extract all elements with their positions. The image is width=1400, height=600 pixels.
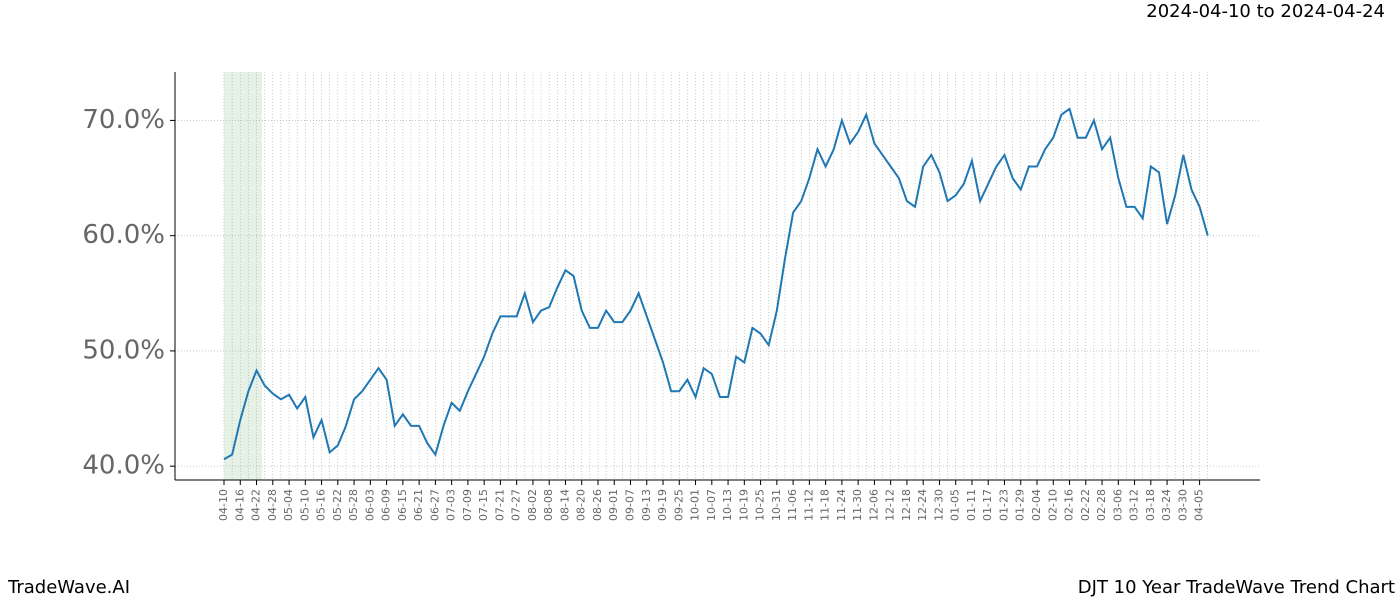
x-tick-label: 12-30 xyxy=(932,489,945,521)
x-tick-label: 01-17 xyxy=(981,489,994,521)
data-line xyxy=(223,107,1209,461)
x-tick-label: 07-09 xyxy=(461,489,474,521)
x-tick-label: 02-10 xyxy=(1046,489,1059,521)
x-tick-label: 03-12 xyxy=(1128,489,1141,521)
x-tick-label: 12-18 xyxy=(900,489,913,521)
x-tick-label: 04-22 xyxy=(250,489,263,521)
x-tick-label: 10-01 xyxy=(689,489,702,521)
x-tick-label: 10-07 xyxy=(705,489,718,521)
x-tick-label: 05-16 xyxy=(315,489,328,521)
x-tick-label: 10-13 xyxy=(721,489,734,521)
x-tick-label: 09-25 xyxy=(672,489,685,521)
x-tick-label: 02-16 xyxy=(1063,489,1076,521)
x-tick-label: 01-23 xyxy=(997,489,1010,521)
x-tick-label: 12-24 xyxy=(916,489,929,521)
x-tick-label: 11-30 xyxy=(851,489,864,521)
footer-right: DJT 10 Year TradeWave Trend Chart xyxy=(1078,577,1395,598)
y-tick-label: 70.0% xyxy=(82,105,165,135)
x-tick-label: 06-21 xyxy=(412,489,425,521)
x-tick-label: 12-06 xyxy=(867,489,880,521)
x-tick-label: 04-16 xyxy=(233,489,246,521)
x-tick-label: 03-24 xyxy=(1160,489,1173,521)
x-tick-label: 02-04 xyxy=(1030,489,1043,521)
x-tick-label: 08-20 xyxy=(575,489,588,521)
x-tick-label: 08-14 xyxy=(558,489,571,521)
y-tick-label: 40.0% xyxy=(82,451,165,481)
x-tick-label: 05-22 xyxy=(331,489,344,521)
x-tick-label: 04-28 xyxy=(266,489,279,521)
x-tick-label: 11-06 xyxy=(786,489,799,521)
x-tick-label: 07-21 xyxy=(493,489,506,521)
x-tick-label: 08-08 xyxy=(542,489,555,521)
x-tick-label: 06-09 xyxy=(380,489,393,521)
x-tick-label: 12-12 xyxy=(884,489,897,521)
x-tick-label: 09-19 xyxy=(656,489,669,521)
x-tick-label: 01-05 xyxy=(949,489,962,521)
x-tick-label: 10-31 xyxy=(770,489,783,521)
footer-left: TradeWave.AI xyxy=(7,577,130,598)
x-tick-label: 01-11 xyxy=(965,489,978,521)
x-tick-label: 03-18 xyxy=(1144,489,1157,521)
x-tick-label: 09-01 xyxy=(607,489,620,521)
x-tick-label: 02-22 xyxy=(1079,489,1092,521)
x-tick-label: 07-03 xyxy=(445,489,458,521)
date-range: 2024-04-10 to 2024-04-24 xyxy=(1146,1,1385,22)
x-tick-label: 01-29 xyxy=(1014,489,1027,521)
x-tick-label: 08-26 xyxy=(591,489,604,521)
x-tick-label: 06-03 xyxy=(363,489,376,521)
x-tick-label: 11-18 xyxy=(819,489,832,521)
x-tick-label: 03-30 xyxy=(1176,489,1189,521)
x-tick-label: 06-27 xyxy=(428,489,441,521)
x-tick-label: 02-28 xyxy=(1095,489,1108,521)
x-tick-label: 03-06 xyxy=(1111,489,1124,521)
x-tick-label: 11-12 xyxy=(802,489,815,521)
x-tick-label: 08-02 xyxy=(526,489,539,521)
x-tick-label: 04-05 xyxy=(1193,489,1206,521)
x-tick-label: 09-13 xyxy=(640,489,653,521)
x-tick-label: 11-24 xyxy=(835,489,848,521)
x-tick-label: 07-27 xyxy=(510,489,523,521)
y-tick-label: 60.0% xyxy=(82,220,165,250)
x-tick-label: 07-15 xyxy=(477,489,490,521)
x-tick-label: 05-04 xyxy=(282,489,295,521)
x-tick-label: 06-15 xyxy=(396,489,409,521)
y-tick-label: 50.0% xyxy=(82,335,165,365)
x-tick-label: 10-19 xyxy=(737,489,750,521)
x-tick-label: 09-07 xyxy=(624,489,637,521)
x-tick-label: 05-10 xyxy=(298,489,311,521)
x-tick-label: 04-10 xyxy=(217,489,230,521)
x-tick-label: 05-28 xyxy=(347,489,360,521)
x-tick-label: 10-25 xyxy=(754,489,767,521)
